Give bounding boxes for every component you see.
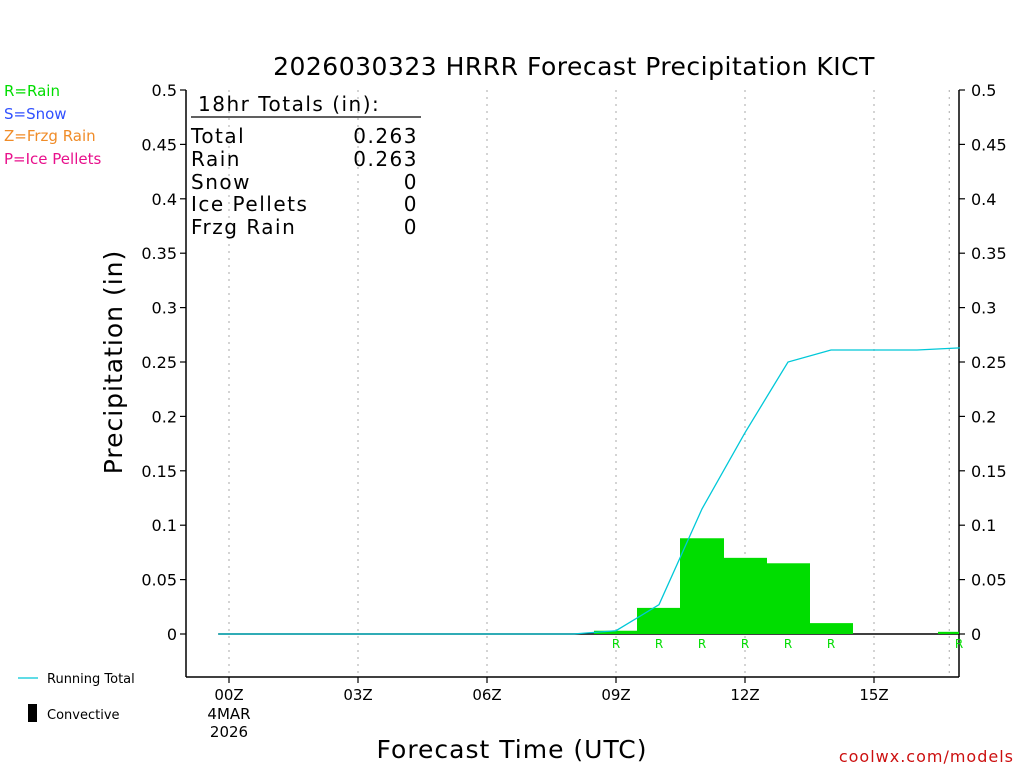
rain-bar: [594, 630, 638, 634]
x-tick-label: 09Z: [601, 686, 630, 704]
totals-value-rain: 0.263: [353, 147, 418, 171]
x-tick-label: 15Z: [859, 686, 888, 704]
rain-bar: [637, 607, 681, 634]
y-tick-label-left: 0.3: [152, 299, 177, 318]
y-tick-label-right: 0.35: [971, 244, 1007, 263]
ptype-marker: R: [698, 637, 706, 651]
x-tick-sublabel: 2026: [210, 723, 248, 741]
y-tick-label-left: 0.1: [152, 516, 177, 535]
y-tick-label-left: 0.2: [152, 407, 177, 426]
y-tick-label-right: 0.25: [971, 353, 1007, 372]
totals-value-total: 0.263: [353, 124, 418, 148]
rain-bars: [594, 538, 959, 634]
ptype-marker: R: [955, 637, 963, 651]
x-tick-label: 00Z: [214, 686, 243, 704]
totals-label-total: Total: [190, 124, 245, 148]
y-tick-label-right: 0.5: [971, 81, 996, 100]
totals-value-ice-pellets: 0: [404, 192, 418, 216]
x-tick-label: 03Z: [343, 686, 372, 704]
totals-label-rain: Rain: [191, 147, 241, 171]
totals-box: 18hr Totals (in): Total 0.263 Rain 0.263…: [190, 92, 421, 239]
ptype-marker: R: [612, 637, 620, 651]
y-tick-label-right: 0.2: [971, 407, 996, 426]
rain-bar: [938, 631, 959, 634]
ptype-marker: R: [741, 637, 749, 651]
convective-swatch: [28, 704, 37, 722]
x-axis-title: Forecast Time (UTC): [377, 735, 648, 764]
y-tick-label-right: 0.05: [971, 571, 1007, 590]
running-total-label: Running Total: [47, 672, 135, 687]
rain-bar: [680, 538, 724, 634]
y-tick-label-left: 0.35: [141, 244, 177, 263]
y-tick-label-right: 0.45: [971, 135, 1007, 154]
totals-header: 18hr Totals (in):: [198, 92, 380, 116]
legend-ice-pellets: P=Ice Pellets: [4, 150, 101, 168]
y-tick-label-right: 0.1: [971, 516, 996, 535]
y-tick-label-left: 0.15: [141, 462, 177, 481]
y-tick-label-left: 0.45: [141, 135, 177, 154]
bottom-legend: Running Total Convective: [18, 672, 135, 723]
ptype-marker: R: [784, 637, 792, 651]
totals-label-snow: Snow: [191, 170, 251, 194]
y-tick-label-left: 0.05: [141, 571, 177, 590]
convective-label: Convective: [47, 708, 120, 723]
x-tick-sublabel: 4MAR: [207, 705, 250, 723]
y-tick-label-right: 0: [971, 625, 981, 644]
vertical-grid: [228, 90, 950, 677]
y-tick-label-left: 0.5: [152, 81, 177, 100]
y-tick-label-right: 0.15: [971, 462, 1007, 481]
totals-label-ice-pellets: Ice Pellets: [191, 192, 308, 216]
running-total-line: [218, 347, 961, 635]
y-tick-label-left: 0.4: [152, 190, 177, 209]
legend-snow: S=Snow: [4, 105, 67, 123]
x-tick-label: 06Z: [472, 686, 501, 704]
y-tick-label-right: 0.3: [971, 299, 996, 318]
ptype-marker: R: [827, 637, 835, 651]
y-axis-ticks: 0 00.05 0.050.1 0.10.15 0.150.2 0.20.25 0.250.…: [141, 81, 1006, 644]
rain-bar: [723, 557, 767, 634]
x-tick-label: 12Z: [730, 686, 759, 704]
ptype-marker: R: [655, 637, 663, 651]
rain-bar: [809, 623, 853, 634]
y-tick-label-left: 0.25: [141, 353, 177, 372]
y-tick-label-left: 0: [167, 625, 177, 644]
y-tick-label-right: 0.4: [971, 190, 996, 209]
chart-title: 2026030323 HRRR Forecast Precipitation K…: [273, 52, 875, 81]
totals-label-frzg-rain: Frzg Rain: [191, 215, 296, 239]
rain-bar: [766, 563, 810, 634]
totals-value-snow: 0: [404, 170, 418, 194]
legend-frzg-rain: Z=Frzg Rain: [4, 127, 96, 145]
y-axis-title: Precipitation (in): [99, 250, 128, 475]
totals-value-frzg-rain: 0: [404, 215, 418, 239]
legend-rain: R=Rain: [4, 82, 60, 100]
site-credit: coolwx.com/models: [839, 747, 1014, 766]
precip-type-legend: R=Rain S=Snow Z=Frzg Rain P=Ice Pellets: [4, 82, 101, 168]
